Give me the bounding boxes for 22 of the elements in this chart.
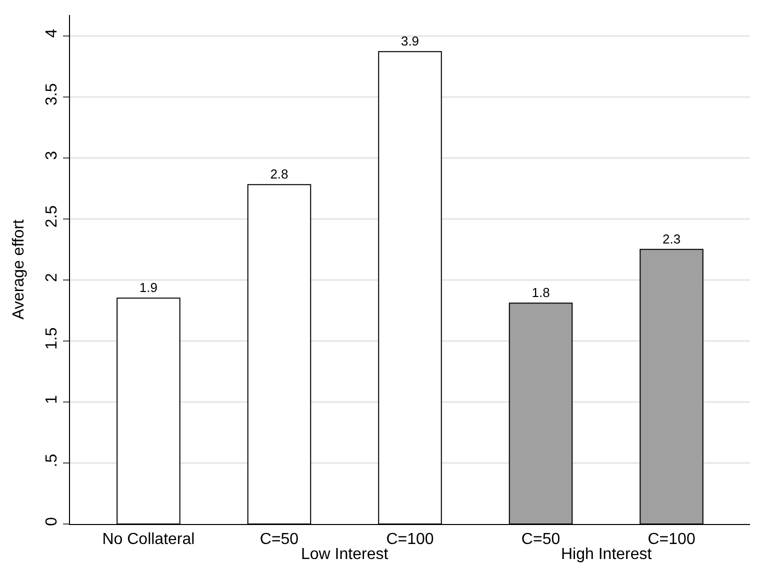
data-label: 3.9: [400, 34, 420, 49]
y-tick-label: .5: [44, 454, 61, 468]
data-label: 1.9: [139, 280, 158, 296]
data-label: 2.3: [662, 231, 681, 246]
x-tick-label: C=50: [260, 531, 299, 548]
data-label: 1.8: [532, 285, 550, 300]
y-tick-label: 3: [44, 150, 61, 160]
y-tick-label: 0: [44, 517, 61, 526]
x-tick-label: C=100: [386, 531, 434, 548]
y-tick-label: 2.5: [44, 205, 61, 228]
x-tick-label: No Collateral: [102, 531, 195, 548]
data-label: 2.8: [270, 166, 288, 182]
text: High Interest: [561, 546, 652, 563]
text: Low Interest: [301, 546, 389, 563]
y-tick-label: 1.5: [44, 327, 61, 350]
y-tick-label: 4: [44, 28, 61, 38]
x-tick-label: C=50: [521, 531, 560, 548]
y-tick-label: 1: [44, 394, 61, 404]
y-tick-label: 3.5: [44, 83, 61, 106]
y-tick-label: 2: [44, 272, 61, 282]
y-axis-title: Average effort: [10, 218, 28, 320]
x-tick-label: C=100: [648, 531, 696, 548]
